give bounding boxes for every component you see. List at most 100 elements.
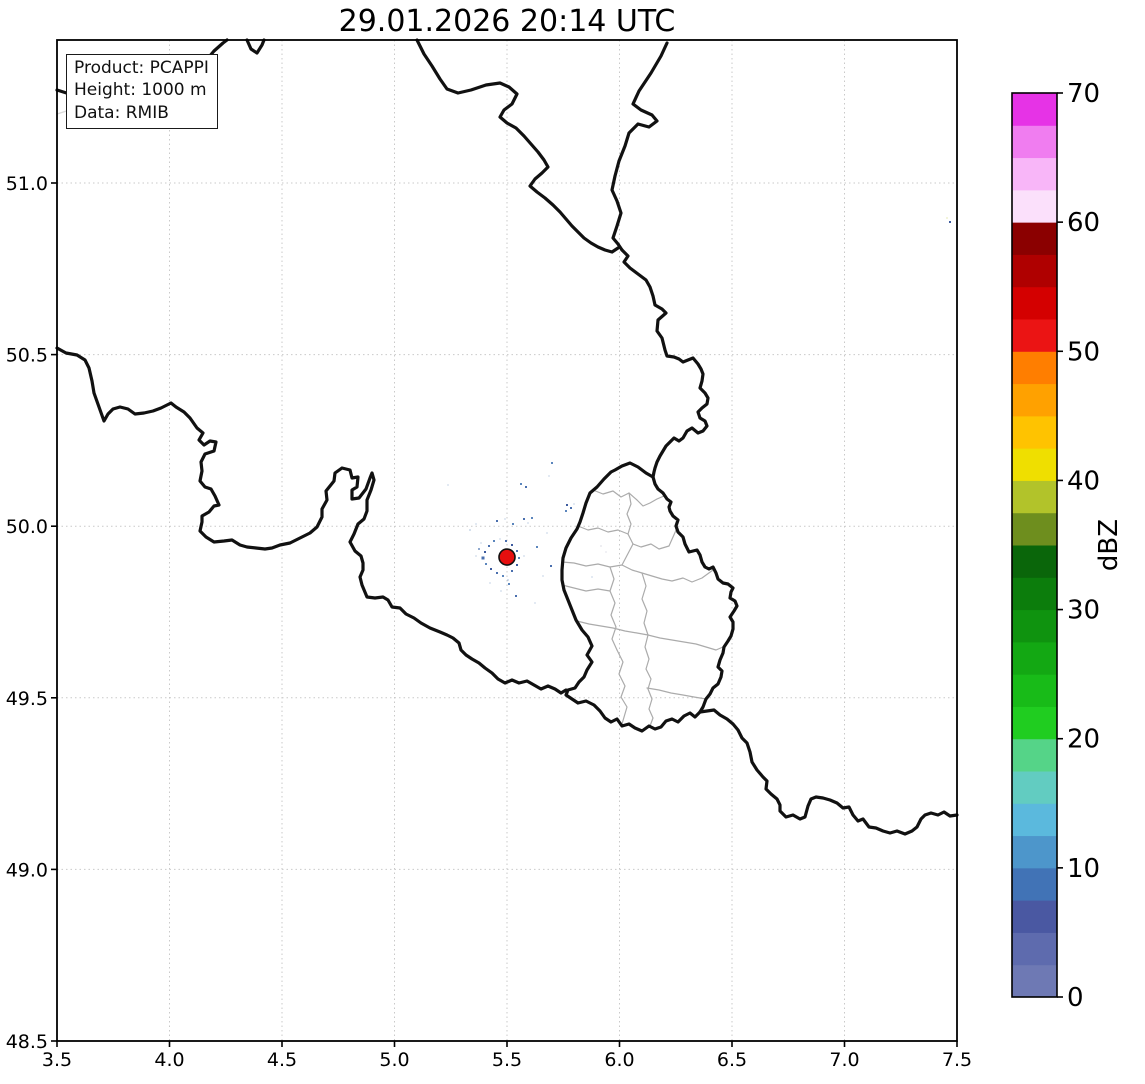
radar-echo-pixel [475, 555, 477, 557]
colorbar-segment [1012, 577, 1057, 611]
colorbar-segment [1012, 383, 1057, 417]
colorbar-tick-label: 70 [1067, 79, 1100, 109]
colorbar-segment [1012, 222, 1057, 255]
colorbar-frame [1011, 92, 1058, 998]
canton-border [621, 564, 714, 583]
canton-border [646, 687, 707, 700]
colorbar-segment [1012, 900, 1057, 933]
x-tick-label: 6.0 [604, 1049, 634, 1071]
radar-echo-pixel [493, 540, 495, 542]
colorbar-tick-label: 10 [1067, 854, 1100, 884]
colorbar-segment [1012, 674, 1057, 707]
radar-echo-pixel [447, 484, 449, 486]
colorbar-tick-label: 30 [1067, 596, 1100, 626]
colorbar-segment [1012, 157, 1057, 191]
y-tick-label: 48.5 [6, 1031, 48, 1053]
canton-border [647, 634, 724, 651]
canton-border [609, 566, 618, 651]
product-info-box: Product: PCAPPI Height: 1000 m Data: RMI… [66, 54, 218, 130]
radar-echo-pixel [591, 576, 593, 578]
country-borders [55, 38, 959, 836]
colorbar-segment [1012, 254, 1057, 288]
radar-echo-pixel [516, 550, 518, 552]
radar-echo-pixel [946, 217, 948, 219]
border-france-belgium [55, 346, 568, 695]
radar-echo-pixel [508, 583, 510, 585]
border-netherlands-germany [610, 41, 669, 252]
x-tick-label: 7.0 [829, 1049, 859, 1071]
radar-echo-pixel [542, 575, 544, 577]
colorbar-segment [1012, 706, 1057, 740]
radar-echo-pixel [478, 548, 480, 550]
radar-echo-pixel [949, 221, 951, 223]
radar-echo-pixel [523, 555, 525, 557]
colorbar-segment [1012, 125, 1057, 159]
radar-echo-pixel [496, 572, 498, 574]
colorbar-segment [1012, 480, 1057, 514]
x-tick-label: 7.5 [942, 1049, 972, 1071]
colorbar-segment [1012, 286, 1057, 320]
radar-echo-pixel [516, 564, 518, 566]
colorbar-segment [1012, 351, 1057, 385]
colorbar-segment [1012, 512, 1057, 546]
colorbar-segment [1012, 867, 1057, 901]
product-info-line: Product: PCAPPI [74, 58, 209, 78]
radar-echo-pixel [546, 532, 548, 534]
radar-echo-pixel [484, 551, 486, 553]
radar-echo-pixel [500, 590, 502, 592]
colorbar-segment [1012, 189, 1057, 223]
x-tick-label: 4.0 [154, 1049, 184, 1071]
radar-echo-pixel [488, 545, 490, 547]
radar-echo-pixel [531, 517, 533, 519]
radar-echo-pixel [573, 503, 575, 505]
colorbar [1012, 93, 1057, 998]
radar-echo-pixel [523, 518, 525, 520]
colorbar-segment [1012, 803, 1057, 837]
radar-echo-pixel [489, 582, 491, 584]
colorbar-segment [1012, 319, 1057, 352]
radar-echo-pixel [518, 557, 520, 559]
radar-echo-pixel [566, 504, 568, 506]
canton-border [626, 492, 634, 545]
product-info-line: Data: RMIB [74, 102, 169, 123]
border-belgium-netherlands-east [415, 38, 620, 254]
colorbar-segment [1012, 448, 1057, 481]
radar-echo-pixel [565, 510, 567, 512]
x-tick-label: 6.5 [717, 1049, 747, 1071]
colorbar-tick-label: 60 [1067, 208, 1100, 238]
y-axis: 48.5 49.0 49.5 50.0 50.5 51.0 [6, 173, 57, 1053]
canton-border [632, 527, 678, 550]
radar-echo-pixel [475, 523, 477, 525]
radar-echo-pixel [511, 544, 513, 546]
radar-site-marker [498, 548, 516, 566]
radar-echo-pixel [525, 486, 527, 488]
radar-echo-pixel [520, 483, 522, 485]
radar-echo-pixel [600, 545, 602, 547]
colorbar-axis-label: dBZ [1094, 519, 1124, 571]
y-tick-label: 51.0 [6, 173, 48, 195]
radar-echo-pixel [481, 556, 485, 560]
radar-echo-pixel [502, 575, 504, 577]
y-tick-label: 49.0 [6, 859, 48, 881]
figure-title: 29.01.2026 20:14 UTC [339, 4, 676, 39]
colorbar-ticks: 0 10 20 30 40 50 60 70 [1057, 79, 1100, 1013]
colorbar-segment [1012, 609, 1057, 643]
radar-echo-pixel [480, 542, 482, 544]
radar-echo-pixel [512, 523, 514, 525]
canton-border [592, 489, 665, 507]
x-tick-label: 4.5 [267, 1049, 297, 1071]
canton-border [577, 525, 629, 535]
luxembourg-canton-borders [561, 489, 724, 727]
radar-echo-pixel [515, 595, 517, 597]
canton-border [576, 620, 649, 636]
colorbar-segment [1012, 771, 1057, 804]
radar-echo-pixel [490, 568, 492, 570]
colorbar-tick-label: 40 [1067, 466, 1100, 496]
colorbar-segment [1012, 835, 1057, 869]
border-belgium-germany [620, 248, 710, 479]
colorbar-tick-label: 20 [1067, 725, 1100, 755]
colorbar-segment [1012, 964, 1057, 998]
x-tick-label: 5.5 [492, 1049, 522, 1071]
